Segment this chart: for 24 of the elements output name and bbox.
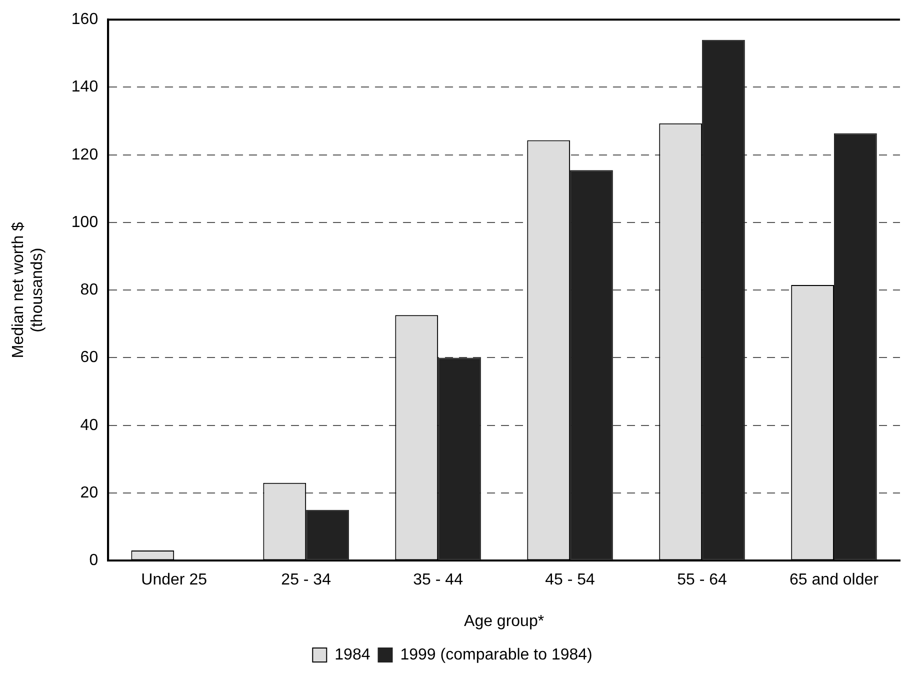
y-tick-label: 100: [71, 214, 98, 231]
y-axis-title: Median net worth $ (thousands): [10, 222, 46, 358]
x-tick-label: Under 25: [141, 572, 208, 589]
x-tick-label: 55 - 64: [677, 572, 728, 589]
y-tick-label: 120: [71, 146, 98, 164]
bar: [834, 133, 877, 560]
bar: [306, 510, 349, 560]
legend-label: 1984: [334, 646, 370, 664]
y-tick-label: 140: [71, 78, 98, 96]
x-tick-label: 25 - 34: [281, 572, 332, 589]
y-tick-label: 20: [80, 484, 98, 502]
y-tick-label: 80: [80, 282, 98, 299]
x-tick-label: 65 and older: [790, 572, 880, 589]
y-tick-label: 40: [80, 416, 98, 434]
bar: [570, 170, 613, 560]
y-tick-label: 160: [71, 11, 98, 28]
x-tick-label: 45 - 54: [545, 572, 596, 589]
y-tick-label: 0: [89, 552, 98, 570]
x-tick-label: 35 - 44: [413, 572, 464, 589]
bar: [438, 358, 481, 560]
legend-label: 1999 (comparable to 1984): [400, 646, 592, 664]
y-tick-label: 60: [80, 349, 98, 366]
bar: [702, 40, 745, 560]
x-axis-title: Age group*: [464, 612, 544, 630]
